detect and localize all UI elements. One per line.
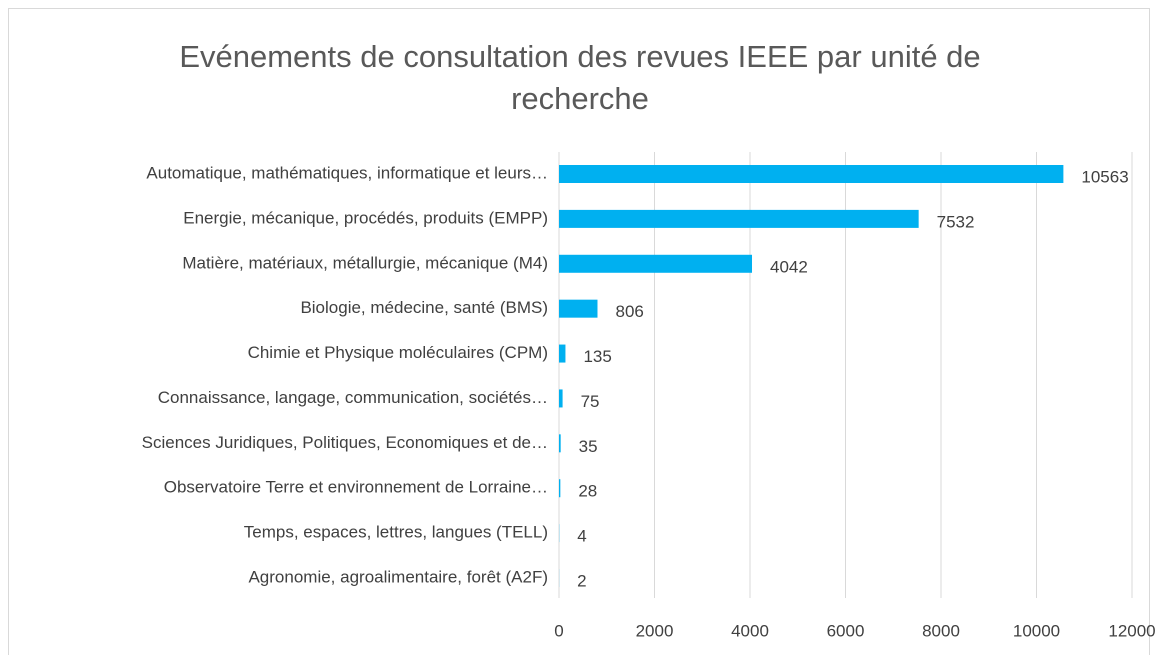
value-label: 35	[579, 437, 598, 456]
bar	[559, 434, 561, 453]
value-label: 4042	[770, 257, 808, 276]
x-tick-label: 0	[554, 621, 563, 640]
value-label: 10563	[1081, 167, 1128, 186]
bar	[559, 209, 919, 228]
value-label: 4	[577, 527, 586, 546]
chart-title: Evénements de consultation des revues IE…	[179, 39, 981, 116]
value-label: 806	[615, 302, 643, 321]
bar	[559, 165, 1064, 183]
bar	[559, 299, 598, 318]
bar	[559, 389, 563, 408]
value-label: 7532	[937, 212, 975, 231]
y-tick-label: Connaissance, langage, communication, so…	[158, 388, 548, 407]
y-tick-label: Matière, matériaux, métallurgie, mécaniq…	[182, 253, 548, 272]
x-tick-label: 6000	[827, 621, 865, 640]
y-tick-label: Chimie et Physique moléculaires (CPM)	[248, 343, 548, 362]
value-label: 75	[581, 392, 600, 411]
y-tick-label: Sciences Juridiques, Politiques, Economi…	[142, 433, 548, 452]
x-tick-label: 4000	[731, 621, 769, 640]
x-tick-label: 12000	[1108, 621, 1155, 640]
x-tick-label: 10000	[1013, 621, 1060, 640]
value-label: 28	[578, 482, 597, 501]
bar	[559, 479, 561, 498]
chart-border	[8, 8, 1150, 655]
x-tick-label: 8000	[922, 621, 960, 640]
y-tick-label: Temps, espaces, lettres, langues (TELL)	[244, 523, 548, 542]
bar	[559, 344, 566, 363]
y-tick-label: Energie, mécanique, procédés, produits (…	[183, 208, 548, 227]
bar	[559, 254, 753, 273]
value-label: 135	[583, 347, 611, 366]
y-tick-label: Automatique, mathématiques, informatique…	[146, 163, 548, 182]
y-tick-label: Biologie, médecine, santé (BMS)	[300, 298, 548, 317]
value-label: 2	[577, 571, 586, 590]
y-tick-label: Observatoire Terre et environnement de L…	[164, 478, 548, 497]
x-tick-label: 2000	[636, 621, 674, 640]
y-tick-label: Agronomie, agroalimentaire, forêt (A2F)	[248, 567, 548, 586]
